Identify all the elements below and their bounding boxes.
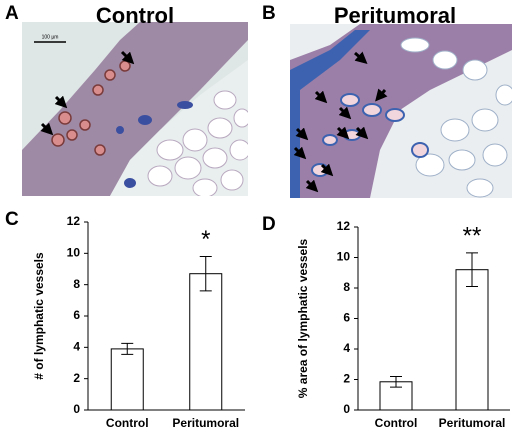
panel-label: B [262, 3, 276, 24]
bar [189, 273, 223, 411]
image-title: Peritumoral [334, 3, 456, 28]
y-tick-label: 0 [343, 402, 350, 416]
y-tick-label: 6 [343, 311, 350, 325]
y-tick-label: 12 [337, 219, 351, 233]
y-axis-label: % area of lymphatic vessels [296, 238, 310, 398]
y-tick-label: 4 [343, 341, 350, 355]
y-tick-label: 10 [67, 246, 81, 260]
y-tick-label: 10 [337, 250, 351, 264]
y-tick-label: 4 [73, 340, 80, 354]
error-bar [199, 255, 212, 292]
y-tick-label: 2 [343, 372, 350, 386]
error-bar [121, 342, 134, 355]
significance-mark: ** [463, 222, 482, 249]
x-tick-label: Peritumoral [439, 416, 506, 430]
error-bar [390, 375, 402, 388]
histology-image-b [290, 24, 512, 198]
significance-mark: * [201, 226, 210, 253]
bar [110, 348, 144, 411]
x-tick-label: Peritumoral [172, 416, 239, 430]
x-tick-label: Control [375, 416, 418, 430]
y-tick-label: 12 [67, 214, 81, 228]
panel-label: A [5, 3, 19, 24]
y-tick-label: 8 [73, 277, 80, 291]
scale-bar-label: 100 µm [42, 34, 59, 40]
histology-image-a: 100 µm [22, 22, 248, 196]
panel-label: C [5, 209, 19, 230]
y-tick-label: 0 [73, 402, 80, 416]
y-tick-label: 6 [73, 308, 80, 322]
y-axis-label: # of lymphatic vessels [32, 252, 46, 380]
y-tick-label: 8 [343, 280, 350, 294]
bar [455, 269, 489, 411]
image-title: Control [96, 3, 174, 28]
panel-label: D [262, 214, 276, 235]
x-tick-label: Control [106, 416, 149, 430]
error-bar [466, 252, 478, 287]
y-tick-label: 2 [73, 371, 80, 385]
